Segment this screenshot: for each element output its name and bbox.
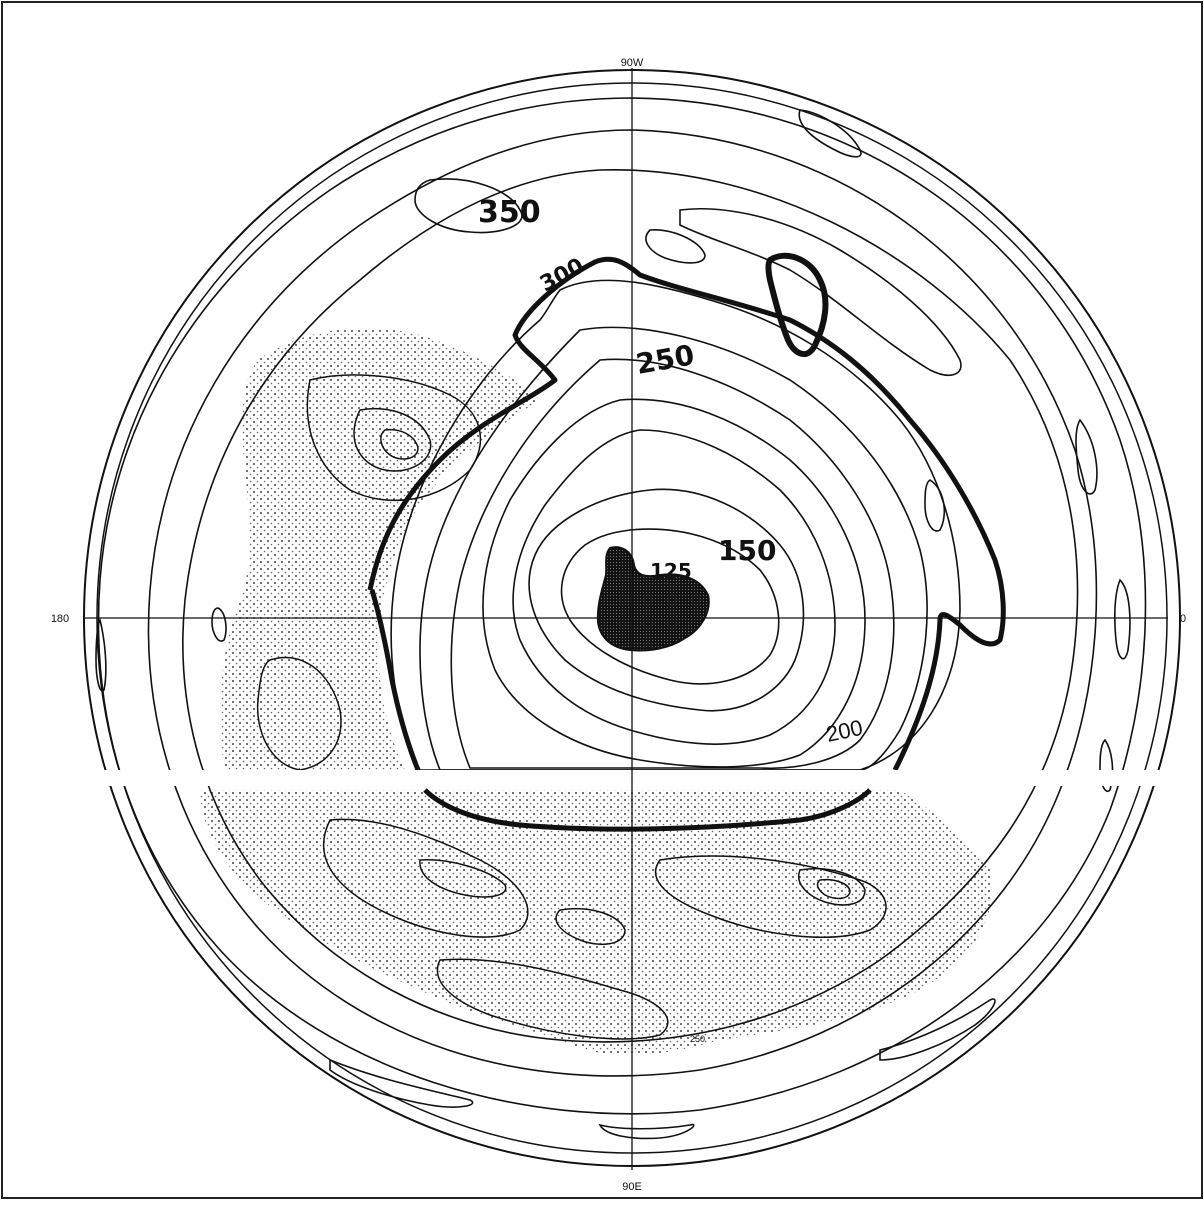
scan-gap: [80, 770, 1180, 786]
label-left: 180: [51, 613, 69, 625]
label-right: 0: [1180, 613, 1186, 625]
inner-contours: [390, 279, 961, 771]
contour-label-150: 150: [718, 534, 776, 567]
outer-contours: [95, 97, 1147, 1140]
axes: [84, 68, 1168, 1170]
contour-label-250-south: 250: [690, 1034, 705, 1044]
contour-label-300: 300: [536, 254, 588, 298]
label-bottom: 90E: [622, 1181, 642, 1193]
stipple-contours: [256, 374, 887, 1040]
contour-label-125: 125: [650, 559, 692, 583]
contour-label-350: 350: [478, 195, 541, 230]
contour-label-250: 250: [633, 338, 696, 381]
thick-contour-300: [367, 252, 1006, 832]
stippled-regions: [200, 328, 992, 1055]
stipple-region-south: [200, 790, 992, 1055]
label-top: 90W: [621, 57, 644, 69]
polar-minimum: [596, 546, 710, 652]
